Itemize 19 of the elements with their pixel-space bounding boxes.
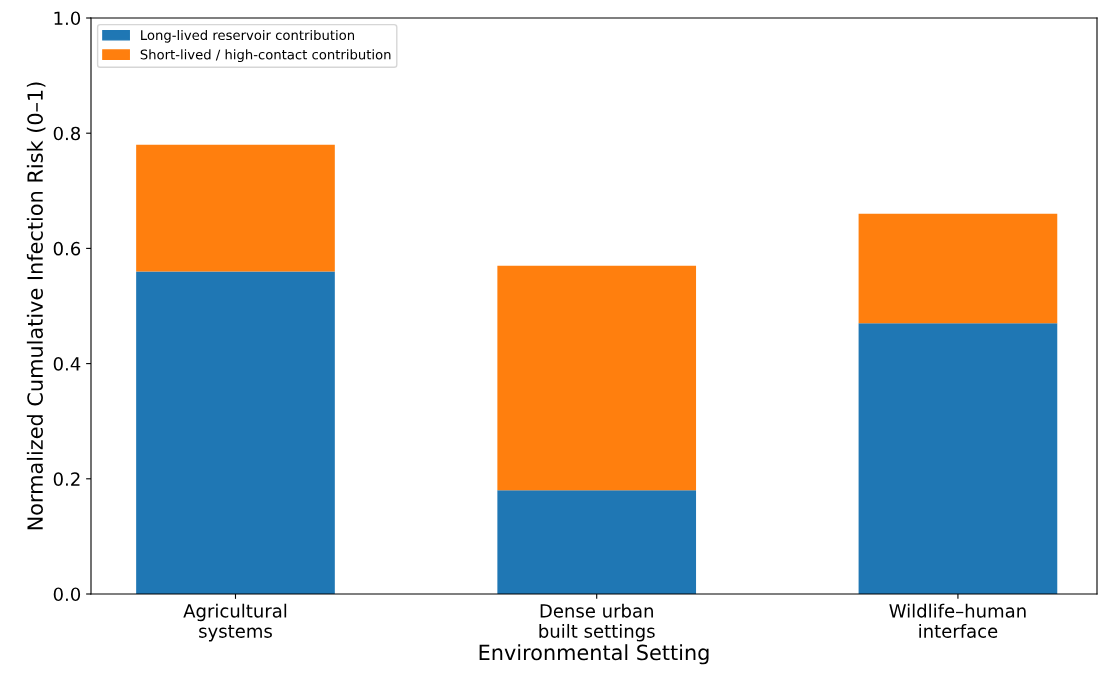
bar bbox=[858, 323, 1058, 594]
y-tick-label: 0.8 bbox=[53, 126, 81, 141]
legend-label: Long-lived reservoir contribution bbox=[141, 29, 355, 43]
bar bbox=[136, 144, 335, 272]
bar bbox=[497, 265, 697, 491]
bar bbox=[136, 271, 335, 594]
legend-label: Short-lived / high-contact contribution bbox=[140, 49, 391, 63]
y-tick-label: 0.2 bbox=[53, 472, 80, 486]
bar bbox=[497, 490, 697, 594]
y-tick-label: 0.0 bbox=[53, 587, 81, 602]
x-axis-title: Environmental Setting bbox=[479, 644, 709, 665]
y-tick-label: 0.6 bbox=[53, 241, 81, 256]
y-tick-label: 1.0 bbox=[54, 11, 81, 26]
x-tick-label: Wildlife–human interface bbox=[889, 603, 1026, 638]
x-tick-label: Dense urban built settings bbox=[539, 603, 655, 642]
x-tick-label: Agricultural systems bbox=[183, 603, 287, 642]
y-axis-title: Normalized Cumulative Infection Risk (0–1) bbox=[26, 82, 46, 530]
bar bbox=[858, 213, 1058, 324]
y-tick-label: 0.4 bbox=[53, 357, 81, 371]
